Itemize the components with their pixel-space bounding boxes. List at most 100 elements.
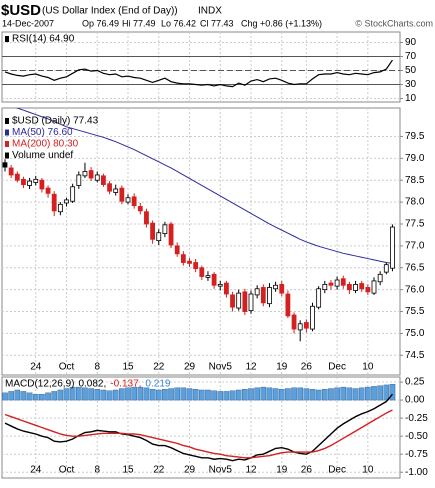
plot-area bbox=[2, 108, 400, 375]
candle-body bbox=[242, 291, 248, 312]
y-tick-label: 90 bbox=[405, 37, 417, 48]
candle-body bbox=[137, 206, 143, 212]
candle-body bbox=[70, 186, 76, 202]
series-line bbox=[4, 59, 393, 88]
histogram-bar bbox=[260, 386, 267, 401]
y-tick-label: 76.0 bbox=[405, 284, 425, 295]
candle-body bbox=[383, 264, 389, 273]
histogram-bar bbox=[285, 388, 291, 401]
legend-entry: -0.137, bbox=[110, 379, 141, 390]
y-tick-label: 79.0 bbox=[405, 153, 425, 164]
index-name: (US Dollar Index (End of Day)) bbox=[42, 6, 178, 17]
histogram-bar bbox=[235, 389, 242, 401]
candle-body bbox=[39, 179, 45, 190]
x-tick-label: 10 bbox=[362, 362, 374, 373]
candle-body bbox=[217, 283, 223, 287]
x-tick-label: 29 bbox=[184, 465, 196, 476]
candle-body bbox=[371, 280, 377, 294]
candle-body bbox=[27, 180, 33, 186]
histogram-bar bbox=[389, 384, 396, 401]
histogram-bar bbox=[217, 391, 224, 401]
y-tick-label: 70 bbox=[405, 51, 417, 62]
candle-body bbox=[107, 183, 112, 192]
histogram-bar bbox=[186, 388, 193, 401]
candle-body bbox=[187, 260, 192, 264]
x-tick-label: Nov5 bbox=[209, 465, 233, 476]
histogram-bar bbox=[155, 389, 162, 401]
candle-body bbox=[291, 314, 297, 330]
candle-body bbox=[322, 283, 328, 291]
x-tick-label: 19 bbox=[276, 465, 288, 476]
histogram-bar bbox=[162, 389, 168, 401]
candle-body bbox=[199, 267, 205, 277]
x-tick-label: 22 bbox=[153, 362, 165, 373]
quote-high: Hi 77.49 bbox=[122, 18, 156, 28]
histogram-bar bbox=[223, 391, 230, 401]
histogram-bar bbox=[63, 388, 70, 401]
candle-body bbox=[236, 292, 242, 309]
candle-body bbox=[51, 193, 57, 212]
legend-swatch bbox=[5, 36, 9, 42]
candle-body bbox=[260, 287, 266, 304]
candle-body bbox=[223, 282, 229, 295]
histogram-bar bbox=[198, 389, 205, 401]
x-tick-label: Oct bbox=[59, 465, 75, 476]
histogram-bar bbox=[131, 386, 137, 401]
y-tick-label: 75.5 bbox=[405, 306, 425, 317]
histogram-bar bbox=[278, 389, 285, 401]
candle-body bbox=[113, 188, 119, 193]
candle-body bbox=[254, 288, 260, 296]
x-tick-label: 29 bbox=[184, 362, 196, 373]
candle-body bbox=[279, 283, 285, 294]
candle-body bbox=[76, 174, 82, 186]
x-tick-label: 24 bbox=[30, 465, 42, 476]
candle-body bbox=[14, 173, 20, 181]
candle-body bbox=[64, 199, 69, 204]
x-tick-label: 26 bbox=[301, 362, 313, 373]
histogram-bar bbox=[242, 389, 248, 401]
x-tick-label: 15 bbox=[122, 362, 134, 373]
histogram-bar bbox=[119, 388, 125, 401]
candle-body bbox=[88, 170, 94, 179]
y-tick-label: 50 bbox=[405, 65, 417, 76]
date: 14-Dec-2007 bbox=[2, 18, 54, 28]
y-tick-label: -0.25 bbox=[405, 413, 428, 424]
histogram-bar bbox=[291, 387, 297, 401]
histogram-bar bbox=[20, 391, 27, 401]
y-tick-label: 77.0 bbox=[405, 241, 425, 252]
plot-area bbox=[2, 377, 400, 478]
candle-body bbox=[150, 222, 156, 240]
histogram-bar bbox=[143, 387, 150, 401]
histogram-bar bbox=[340, 386, 347, 401]
x-tick-label: Dec bbox=[328, 465, 346, 476]
histogram-bar bbox=[309, 389, 316, 401]
histogram-bar bbox=[94, 389, 101, 401]
histogram-bar bbox=[26, 392, 33, 401]
histogram-bar bbox=[211, 390, 217, 401]
histogram-bar bbox=[69, 386, 76, 401]
histogram-bar bbox=[297, 387, 304, 401]
histogram-bar bbox=[45, 392, 51, 401]
histogram-bar bbox=[75, 386, 82, 401]
exchange: INDX bbox=[198, 6, 222, 17]
histogram-bar bbox=[192, 389, 199, 401]
legend-entry: 0.219 bbox=[145, 379, 170, 390]
histogram-bar bbox=[168, 388, 174, 401]
x-tick-label: 10 bbox=[362, 465, 374, 476]
candle-body bbox=[267, 287, 272, 305]
histogram-bar bbox=[248, 388, 254, 401]
histogram-bar bbox=[2, 392, 8, 401]
symbol: $USD bbox=[1, 2, 41, 19]
legend-entry: MACD(12,26,9) bbox=[5, 379, 74, 390]
candle-body bbox=[211, 273, 217, 286]
candle-body bbox=[2, 162, 8, 168]
candle-body bbox=[365, 287, 371, 293]
histogram-bar bbox=[205, 389, 211, 401]
candle-body bbox=[168, 223, 174, 246]
candle-body bbox=[57, 203, 63, 213]
histogram-bar bbox=[174, 387, 181, 401]
legend-swatch bbox=[5, 129, 9, 136]
candle-body bbox=[156, 232, 162, 242]
y-tick-label: -0.75 bbox=[405, 449, 428, 460]
